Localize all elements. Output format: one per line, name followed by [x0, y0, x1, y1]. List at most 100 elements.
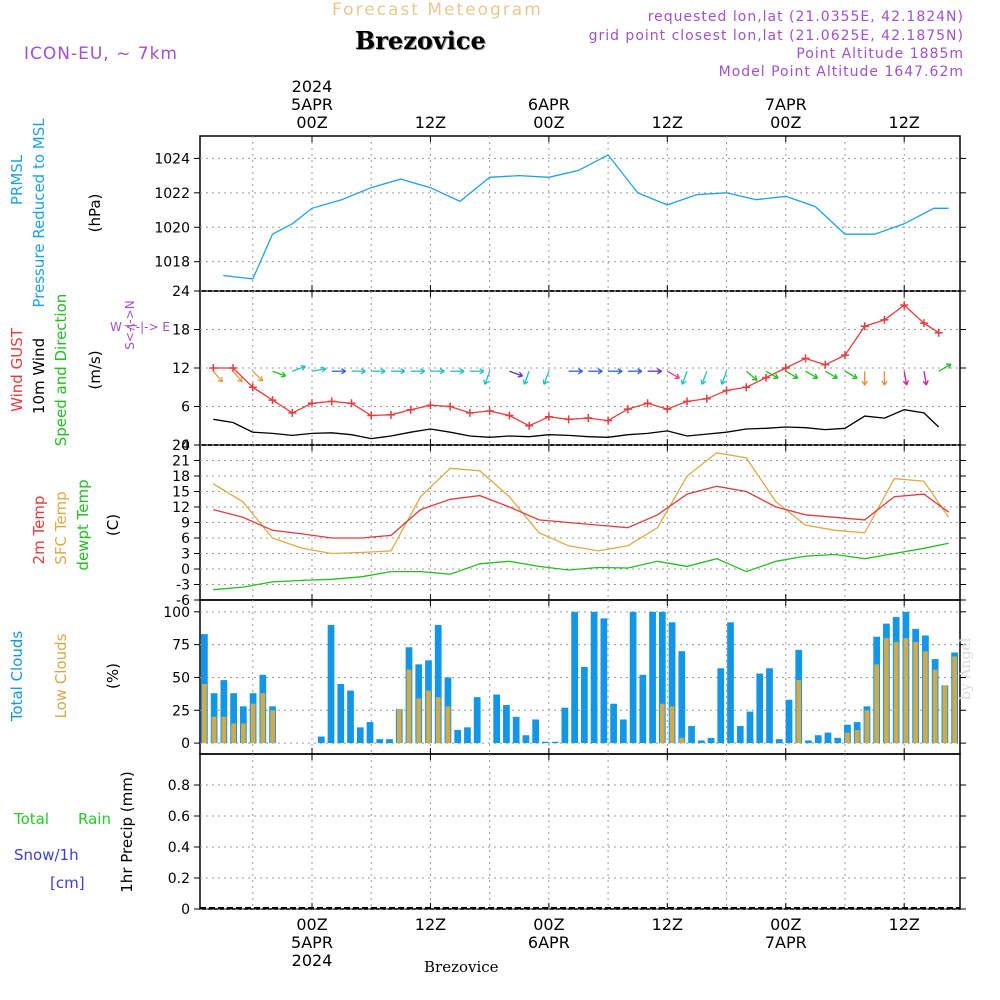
wind-direction-arrow	[701, 370, 708, 385]
bottom-hour-label: 00Z	[770, 915, 801, 934]
total-cloud-bar	[688, 726, 695, 744]
gust-marker	[525, 421, 534, 430]
wind-direction-arrow	[232, 370, 243, 383]
wind-speed-line	[213, 409, 940, 440]
total-cloud-bar	[824, 732, 832, 744]
gridpoint-coords: grid point closest lon,lat (21.0625E, 42…	[588, 28, 964, 44]
low-cloud-bar	[396, 708, 402, 744]
compass-ns: S<-|->N	[123, 300, 137, 349]
total-cloud-bar	[376, 739, 384, 744]
wind-direction-arrow	[311, 368, 326, 372]
y-tick-label: 1020	[154, 220, 190, 236]
wind-label-10m: 10m Wind	[30, 338, 48, 414]
top-date-label: 6APR	[528, 95, 570, 114]
bottom-date-label: 6APR	[528, 933, 570, 952]
gust-marker	[840, 351, 849, 360]
gust-marker	[386, 410, 395, 419]
gust-marker	[934, 328, 943, 337]
sfc-temp-line	[212, 452, 950, 555]
y-tick-label: 0	[181, 736, 190, 752]
cloud-label-unit: (%)	[104, 663, 122, 689]
wind-arrow-head	[861, 380, 868, 386]
wind-arrow-head	[832, 373, 838, 379]
low-cloud-bar	[923, 651, 928, 744]
y-tick-label: 0	[181, 438, 190, 454]
y-tick-label: 1018	[154, 255, 190, 271]
temp-label-sfc: SFC Temp	[52, 491, 70, 564]
t2m-line	[213, 485, 949, 539]
y-tick-label: 1022	[154, 186, 190, 202]
low-cloud-bar	[240, 723, 246, 744]
low-cloud-bar	[932, 669, 938, 744]
wind-direction-arrow	[824, 370, 838, 379]
total-cloud-bar	[746, 711, 754, 744]
wind-arrow-head	[720, 379, 727, 385]
total-cloud-bar	[434, 624, 442, 744]
y-tick-label: 0.4	[168, 840, 190, 856]
total-cloud-bar	[727, 622, 734, 744]
y-tick-label: 12	[172, 361, 190, 377]
gust-marker	[722, 386, 731, 395]
low-cloud-bar	[221, 716, 227, 744]
wind-direction-arrow	[805, 370, 818, 379]
wind-label-gust: Wind GUST	[8, 327, 26, 412]
wind-arrow-head	[674, 373, 681, 379]
gust-marker	[762, 373, 771, 382]
gust-marker	[821, 360, 830, 369]
low-cloud-bar	[952, 656, 957, 744]
total-cloud-bar	[756, 673, 764, 744]
total-cloud-bar	[571, 611, 578, 744]
wind-arrow-head	[617, 368, 623, 375]
low-cloud-bar	[426, 690, 431, 744]
total-cloud-bar	[785, 699, 793, 744]
temp-label-dew: dewpt Temp	[74, 479, 92, 570]
total-cloud-bar	[736, 726, 744, 744]
total-cloud-bar	[658, 611, 666, 744]
low-cloud-bar	[260, 693, 266, 744]
y-tick-label: 0.6	[168, 809, 190, 825]
wind-arrow-head	[300, 364, 306, 371]
wind-arrow-head	[922, 380, 929, 386]
gust-marker	[900, 301, 909, 310]
total-cloud-bar	[337, 684, 345, 744]
total-cloud-bar	[561, 707, 569, 744]
total-cloud-bar	[464, 727, 471, 744]
gust-marker	[229, 364, 238, 372]
total-cloud-bar	[356, 727, 364, 744]
precip-label-snow: Snow/1h	[14, 846, 79, 864]
wind-arrow-head	[360, 368, 366, 375]
low-cloud-bar	[864, 710, 870, 744]
wind-arrow-head	[217, 376, 223, 383]
panel-frame-4	[199, 753, 961, 910]
low-cloud-bar	[942, 685, 948, 744]
total-cloud-bar	[814, 735, 822, 744]
gust-marker	[268, 396, 277, 405]
total-cloud-bar	[366, 722, 374, 744]
low-cloud-bar	[231, 723, 236, 744]
wind-direction-arrow	[765, 370, 779, 379]
wind-arrow-head	[522, 379, 529, 385]
temp-label-2m: 2m Temp	[30, 496, 48, 565]
y-tick-label: 25	[172, 703, 190, 719]
gust-marker	[327, 397, 336, 406]
top-year-label: 2024	[292, 77, 333, 96]
y-tick-label: 3	[181, 547, 190, 563]
requested-coords: requested lon,lat (21.0355E, 42.1824N)	[647, 9, 964, 25]
low-cloud-bar	[893, 642, 899, 744]
y-tick-label: 12	[172, 500, 190, 516]
pressure-label-msl: Pressure Reduced to MSL	[30, 118, 48, 308]
bottom-hour-label: 12Z	[889, 915, 920, 934]
total-cloud-bar	[639, 674, 647, 744]
wind-arrow-head	[479, 368, 485, 375]
gust-marker	[604, 416, 613, 425]
total-cloud-bar	[629, 611, 637, 744]
low-cloud-bar	[270, 710, 275, 744]
bottom-year-label: 2024	[292, 951, 333, 970]
cloud-label-total: Total Clouds	[8, 631, 26, 723]
total-cloud-bar	[600, 618, 608, 744]
wind-direction-arrow	[844, 370, 858, 379]
gust-marker	[446, 402, 455, 411]
gust-marker	[406, 405, 415, 414]
precip-label-cm: [cm]	[50, 874, 85, 892]
total-cloud-bar	[503, 705, 510, 744]
